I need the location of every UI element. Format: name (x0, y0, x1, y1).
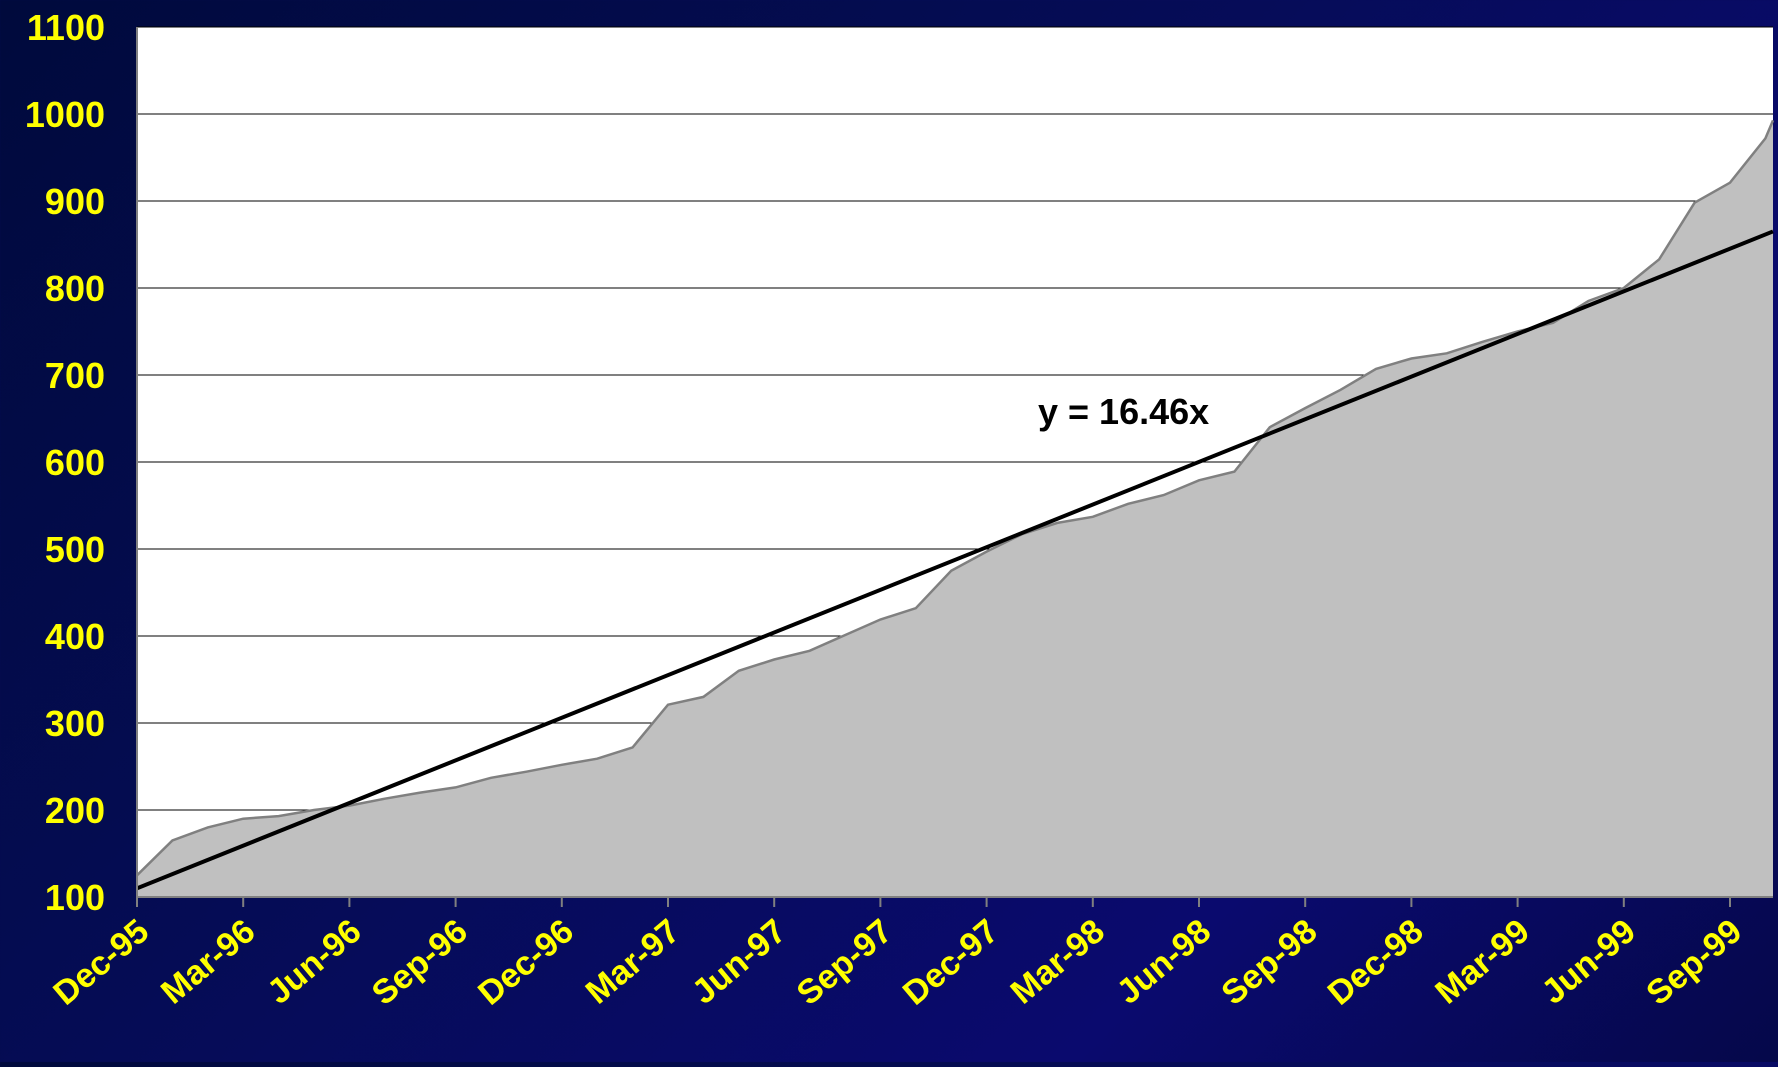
x-tick-label: Sep-97 (790, 912, 900, 1013)
x-tick-labels: Dec-95Mar-96Jun-96Sep-96Dec-96Mar-97Jun-… (46, 912, 1749, 1013)
y-tick-label: 200 (45, 790, 105, 831)
x-tick-label: Jun-98 (1110, 912, 1218, 1012)
y-tick-label: 500 (45, 529, 105, 570)
x-tick-label: Sep-96 (365, 912, 475, 1013)
y-tick-label: 1000 (25, 94, 105, 135)
y-tick-label: 600 (45, 442, 105, 483)
x-tick-label: Mar-98 (1004, 912, 1112, 1012)
y-tick-labels: 100 200 300 400 500 600 700 800 900 1000 1100 (25, 7, 105, 918)
x-tick-label: Mar-97 (579, 912, 687, 1012)
y-tick-label: 1100 (27, 7, 105, 48)
x-tick-label: Dec-98 (1321, 912, 1431, 1013)
x-tick-label: Dec-96 (471, 912, 581, 1013)
x-tick-label: Mar-96 (154, 912, 262, 1012)
y-tick-label: 700 (45, 355, 105, 396)
x-tick-label: Jun-97 (685, 912, 793, 1012)
x-tick-label: Mar-99 (1428, 912, 1536, 1012)
x-tick-label: Dec-97 (896, 912, 1006, 1013)
trendline-equation: y = 16.46x (1038, 391, 1209, 432)
y-tick-label: 400 (45, 616, 105, 657)
y-tick-label: 100 (45, 877, 105, 918)
x-tick-label: Dec-95 (46, 912, 156, 1013)
x-tick-label: Sep-99 (1639, 912, 1749, 1013)
y-tick-label: 800 (45, 268, 105, 309)
x-tick-label: Jun-99 (1535, 912, 1643, 1012)
x-tick-label: Sep-98 (1215, 912, 1325, 1013)
y-tick-label: 900 (45, 181, 105, 222)
y-tick-label: 300 (45, 703, 105, 744)
x-tick-label: Jun-96 (260, 912, 368, 1012)
